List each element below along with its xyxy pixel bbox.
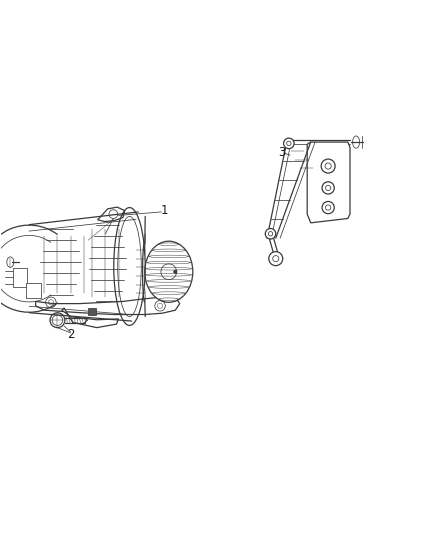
Bar [88,308,96,314]
Circle shape [321,159,335,173]
Polygon shape [62,308,119,328]
Circle shape [284,138,294,149]
Text: 3: 3 [279,147,286,159]
Circle shape [269,252,283,265]
Bar [25,282,41,298]
Circle shape [322,182,334,194]
Text: 2: 2 [67,328,74,341]
Circle shape [173,270,177,273]
Polygon shape [307,142,350,223]
Circle shape [322,201,334,214]
Polygon shape [35,297,180,314]
Circle shape [265,229,276,239]
Bar [13,268,27,287]
Ellipse shape [145,241,193,302]
Text: 1: 1 [161,204,168,217]
